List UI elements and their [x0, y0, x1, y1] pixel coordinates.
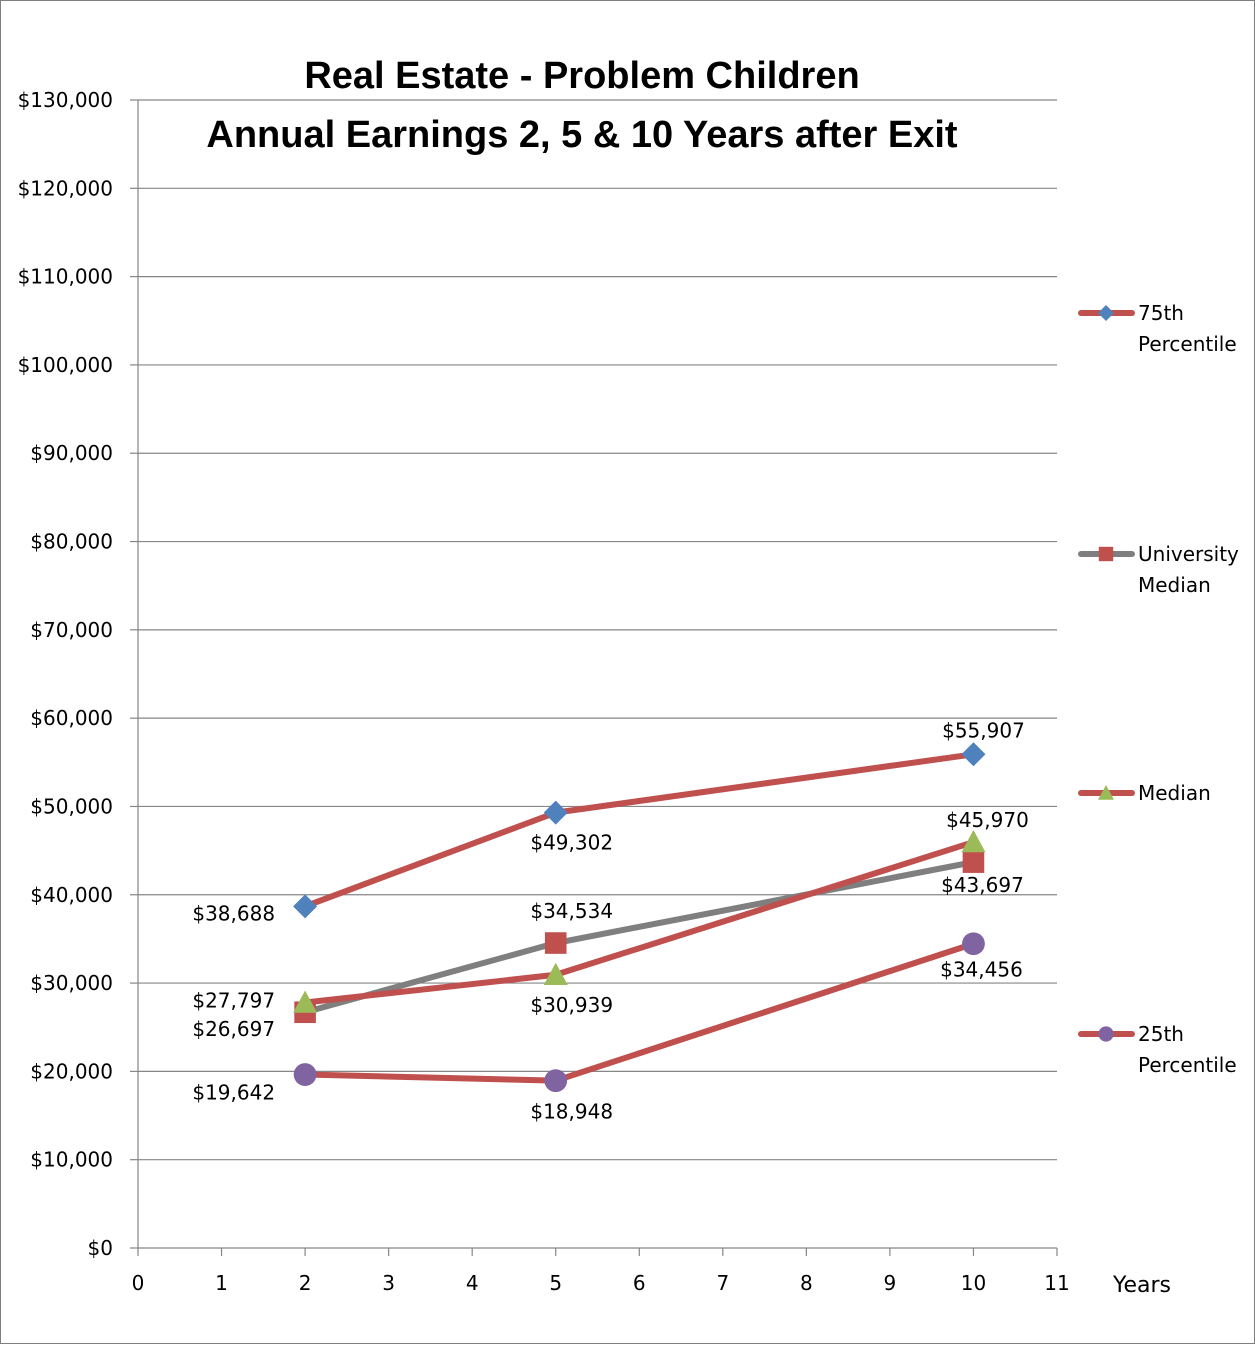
series-point — [962, 851, 985, 873]
legend-marker — [1098, 546, 1114, 562]
y-tick-label: $90,000 — [30, 441, 113, 465]
y-tick-label: $10,000 — [30, 1148, 113, 1172]
data-label: $30,939 — [530, 993, 613, 1017]
legend-label: Median — [1138, 573, 1211, 597]
series-group — [293, 742, 986, 1093]
y-tick-label: $60,000 — [30, 706, 113, 730]
legend-label: 75th — [1138, 301, 1184, 325]
y-tick-label: $130,000 — [18, 88, 113, 112]
data-label: $19,642 — [192, 1081, 275, 1105]
legend-label: 25th — [1138, 1022, 1184, 1046]
series-line — [302, 940, 977, 1084]
x-tick-label: 2 — [299, 1271, 312, 1295]
x-tick-label: 5 — [549, 1271, 562, 1295]
x-tick-label: 6 — [633, 1271, 646, 1295]
y-tick-label: $100,000 — [18, 353, 113, 377]
y-tick-label: $110,000 — [18, 265, 113, 289]
y-tick-label: $120,000 — [18, 176, 113, 200]
series-point — [543, 962, 568, 985]
data-label: $34,456 — [940, 958, 1023, 982]
x-tick-label: 0 — [132, 1271, 145, 1295]
axes: $0 $10,000 $20,000 $30,000 $40,000 $50,000 $60… — [18, 88, 1070, 1295]
data-labels: $38,688 $49,302 $55,907 $26,697 $34,534 $43,6… — [192, 718, 1028, 1123]
chart-subtitle: Annual Earnings 2, 5 & 10 Years after Ex… — [206, 114, 958, 156]
legend-marker — [1098, 305, 1114, 321]
y-tick-label: $30,000 — [30, 971, 113, 995]
data-label: $45,970 — [946, 808, 1029, 832]
data-label: $38,688 — [192, 901, 275, 925]
legend-label: University — [1138, 542, 1239, 566]
data-label: $18,948 — [530, 1100, 613, 1124]
y-tick-label: $20,000 — [30, 1059, 113, 1083]
data-label: $27,797 — [192, 989, 275, 1013]
x-tick-label: 10 — [961, 1271, 986, 1295]
legend-label: Percentile — [1138, 332, 1237, 356]
series-point — [961, 742, 986, 767]
data-label: $34,534 — [530, 899, 613, 923]
data-label: $55,907 — [942, 718, 1025, 742]
series-point — [961, 830, 986, 853]
x-tick-label: 1 — [215, 1271, 228, 1295]
series-point — [544, 1069, 568, 1093]
x-axis-title: Years — [1112, 1273, 1171, 1298]
chart-title: Real Estate - Problem Children — [304, 55, 859, 97]
y-tick-label: $70,000 — [30, 618, 113, 642]
series-point — [293, 894, 318, 919]
data-label: $26,697 — [192, 1017, 275, 1041]
legend-label: Median — [1138, 781, 1211, 805]
x-tick-label: 3 — [382, 1271, 395, 1295]
data-label: $49,302 — [530, 831, 613, 855]
data-label: $43,697 — [941, 873, 1024, 897]
series-point — [544, 932, 567, 954]
y-tick-label: $80,000 — [30, 530, 113, 554]
series-point — [962, 932, 985, 956]
x-tick-label: 9 — [884, 1271, 897, 1295]
x-tick-label: 8 — [800, 1271, 813, 1295]
legend: 75th Percentile University Median Median 25th… — [1078, 301, 1239, 1077]
y-tick-label: $0 — [88, 1236, 113, 1260]
x-tick-label: 4 — [466, 1271, 479, 1295]
series-point — [293, 1063, 317, 1086]
y-tick-label: $40,000 — [30, 883, 113, 907]
x-tick-label: 11 — [1044, 1271, 1069, 1295]
series-point — [543, 800, 568, 825]
legend-marker — [1098, 785, 1114, 800]
x-tick-label: 7 — [716, 1271, 729, 1295]
y-tick-label: $50,000 — [30, 794, 113, 818]
legend-label: Percentile — [1138, 1053, 1237, 1077]
series-point — [293, 990, 318, 1013]
legend-marker — [1098, 1026, 1114, 1042]
